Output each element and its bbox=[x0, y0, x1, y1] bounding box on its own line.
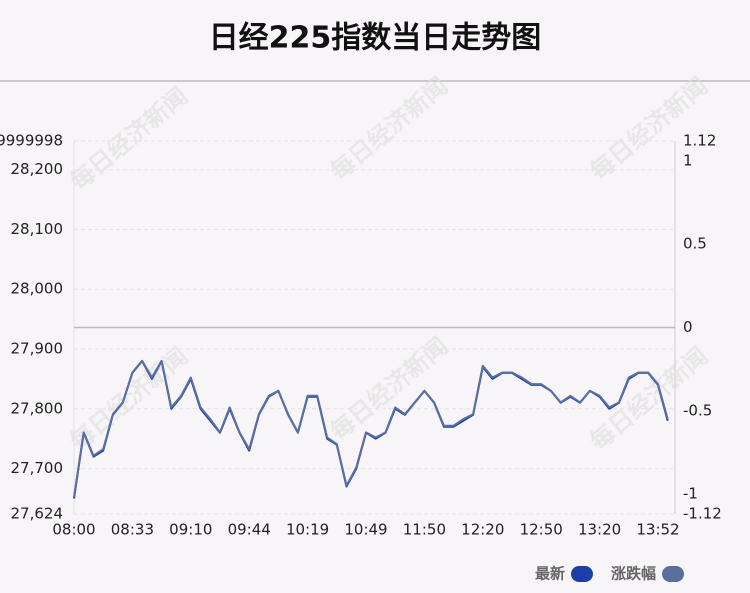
y-tick-label: 28,000 bbox=[11, 280, 64, 298]
x-tick-label: 09:44 bbox=[228, 521, 271, 539]
y-tick-label: 27,800 bbox=[11, 399, 64, 417]
x-tick-label: 11:50 bbox=[403, 521, 446, 539]
y-tick-label: 28247.9999999998 bbox=[0, 132, 63, 150]
x-tick-label: 08:33 bbox=[111, 521, 154, 539]
y-tick-label: 27,900 bbox=[11, 340, 64, 358]
y2-tick-label: -1.12 bbox=[683, 505, 722, 523]
line-series bbox=[73, 359, 669, 498]
x-tick-label: 08:00 bbox=[52, 521, 95, 539]
y2-tick-label: 0.5 bbox=[683, 235, 707, 253]
legend-swatch bbox=[662, 566, 684, 582]
y2-tick-label: 0 bbox=[683, 318, 693, 336]
legend-label: 涨跌幅 bbox=[611, 565, 656, 583]
watermark: 每日经济新闻 bbox=[324, 331, 453, 446]
y-tick-label: 28,200 bbox=[11, 160, 64, 178]
y-tick-label: 28,100 bbox=[11, 220, 64, 238]
x-tick-label: 09:10 bbox=[169, 521, 212, 539]
x-tick-label: 13:20 bbox=[578, 521, 621, 539]
y2-tick-label: -0.5 bbox=[683, 401, 712, 419]
watermark: 每日经济新闻 bbox=[584, 341, 713, 456]
y2-tick-label: 1.12 bbox=[683, 132, 716, 150]
legend-label: 最新 bbox=[535, 565, 565, 583]
y2-tick-label: 1 bbox=[683, 151, 693, 169]
y-tick-label: 27,700 bbox=[11, 459, 64, 477]
watermark: 每日经济新闻 bbox=[584, 71, 713, 186]
x-tick-label: 12:50 bbox=[520, 521, 563, 539]
watermark: 每日经济新闻 bbox=[324, 71, 453, 186]
x-tick-label: 13:52 bbox=[636, 521, 679, 539]
y2-tick-label: -1 bbox=[683, 485, 698, 503]
y-tick-label: 27,624 bbox=[11, 505, 64, 523]
x-tick-label: 10:19 bbox=[286, 521, 329, 539]
x-tick-label: 10:49 bbox=[344, 521, 387, 539]
legend-swatch bbox=[570, 566, 593, 582]
watermark: 每日经济新闻 bbox=[64, 81, 193, 196]
x-tick-label: 12:20 bbox=[461, 521, 504, 539]
chart-title: 日经225指数当日走势图 bbox=[209, 21, 542, 56]
